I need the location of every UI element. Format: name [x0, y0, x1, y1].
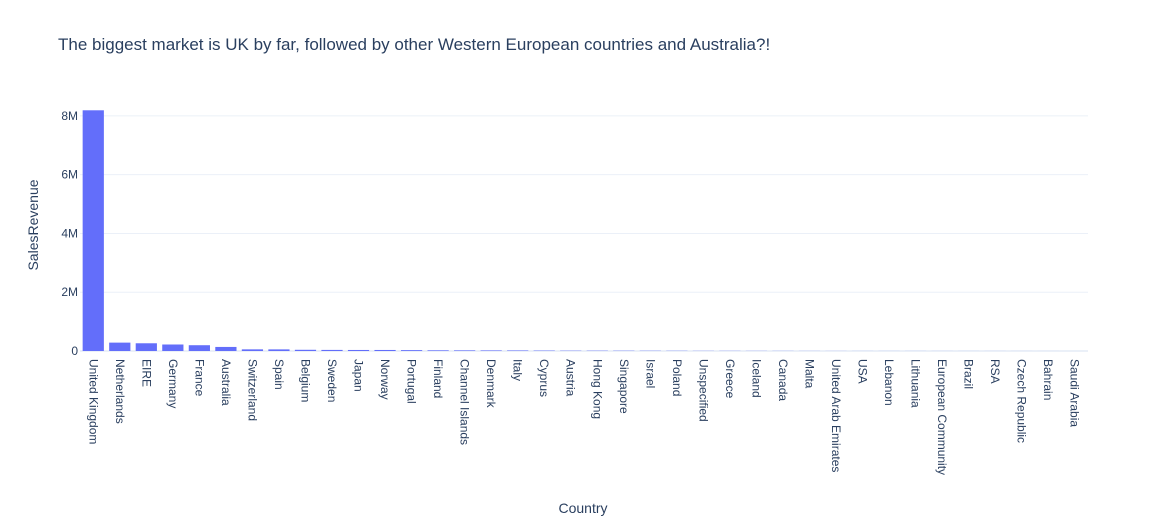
x-tick-label: Saudi Arabia	[1068, 359, 1082, 427]
x-tick-label: Netherlands	[113, 359, 127, 424]
bar-france[interactable]	[188, 345, 210, 351]
x-tick-label: France	[192, 359, 206, 397]
x-axis-title: Country	[558, 500, 607, 516]
bar-switzerland[interactable]	[241, 349, 264, 351]
x-tick-label: Iceland	[749, 359, 763, 398]
y-tick-labels: 0 2M 4M 6M 8M	[61, 109, 78, 358]
x-tick-label: Malta	[802, 359, 816, 389]
x-tick-label: Belgium	[298, 359, 312, 402]
x-tick-label: Japan	[352, 359, 366, 392]
x-tick-label: Bahrain	[1041, 359, 1055, 400]
bar-spain[interactable]	[268, 349, 290, 351]
x-tick-label: USA	[856, 359, 870, 384]
x-tick-label: Switzerland	[245, 359, 259, 421]
x-tick-label: Canada	[776, 359, 790, 401]
bar-portugal[interactable]	[400, 350, 423, 351]
x-tick-label: Portugal	[405, 359, 419, 404]
x-tick-label: Spain	[272, 359, 286, 390]
x-tick-label: Israel	[643, 359, 657, 388]
x-tick-label: Sweden	[325, 359, 339, 402]
y-tick-label: 2M	[61, 285, 78, 299]
x-tick-label: Singapore	[617, 359, 631, 414]
x-tick-label: Lithuania	[909, 359, 923, 408]
bar-japan[interactable]	[347, 349, 370, 351]
x-tick-label: Brazil	[962, 359, 976, 389]
x-tick-label: Austria	[564, 359, 578, 397]
x-tick-labels: United Kingdom Netherlands EIRE Germany Fran…	[86, 359, 1081, 475]
x-tick-label: United Arab Emirates	[829, 359, 843, 472]
y-tick-label: 4M	[61, 226, 78, 240]
x-tick-label: Unspecified	[696, 359, 710, 422]
bar-belgium[interactable]	[294, 349, 317, 351]
bar-united-kingdom[interactable]	[82, 110, 104, 351]
bar-sweden[interactable]	[321, 349, 343, 351]
bar-denmark[interactable]	[480, 350, 502, 351]
gridlines	[80, 115, 1088, 352]
x-tick-label: Norway	[378, 359, 392, 400]
x-tick-label: RSA	[988, 359, 1002, 384]
chart-title: The biggest market is UK by far, followe…	[58, 35, 770, 54]
x-tick-label: Finland	[431, 359, 445, 398]
bar-finland[interactable]	[427, 350, 449, 351]
x-tick-label: Greece	[723, 359, 737, 399]
x-tick-label: Denmark	[484, 359, 498, 409]
x-tick-label: European Community	[935, 359, 949, 475]
x-tick-label: Cyprus	[537, 359, 551, 397]
x-tick-label: Australia	[219, 359, 233, 406]
bar-australia[interactable]	[215, 346, 237, 351]
y-tick-label: 0	[71, 344, 78, 358]
y-axis-title: SalesRevenue	[25, 179, 41, 270]
y-tick-label: 6M	[61, 168, 78, 182]
x-tick-label: Germany	[166, 359, 180, 408]
x-tick-label: Italy	[511, 359, 525, 381]
bar-channel-islands[interactable]	[454, 350, 476, 351]
x-tick-label: EIRE	[139, 359, 153, 387]
bar-norway[interactable]	[374, 349, 396, 351]
bar-eire[interactable]	[135, 343, 157, 351]
bar-germany[interactable]	[162, 344, 184, 351]
bar-netherlands[interactable]	[109, 342, 131, 351]
y-tick-label: 8M	[61, 109, 78, 123]
x-tick-label: Channel Islands	[458, 359, 472, 445]
bars	[82, 110, 1086, 351]
x-tick-label: United Kingdom	[86, 359, 100, 444]
x-tick-label: Lebanon	[882, 359, 896, 406]
x-tick-label: Hong Kong	[590, 359, 604, 419]
x-tick-label: Poland	[670, 359, 684, 396]
x-tick-label: Czech Republic	[1015, 359, 1029, 443]
